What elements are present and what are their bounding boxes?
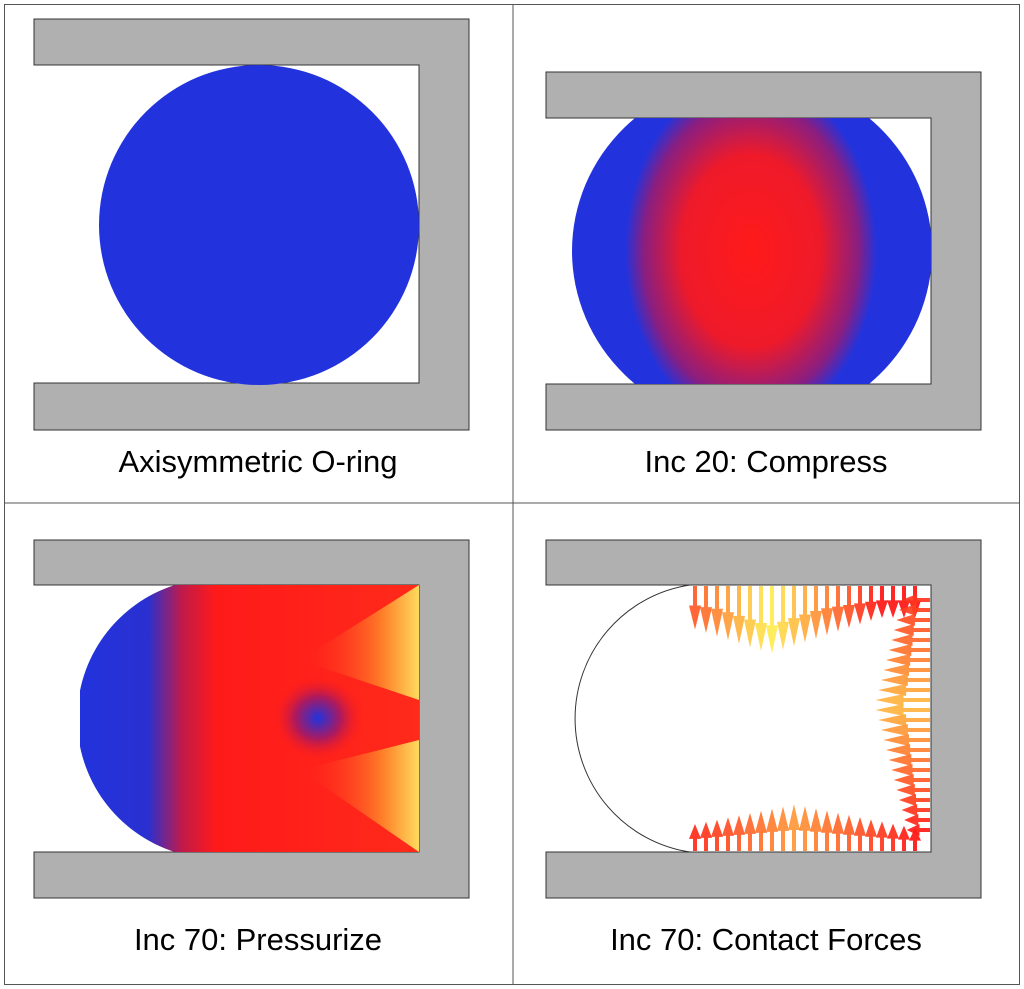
force-arrow <box>700 821 712 851</box>
o-ring-section <box>572 118 931 384</box>
force-arrow <box>901 594 930 606</box>
force-arrow <box>777 586 789 650</box>
force-arrow <box>898 586 910 618</box>
force-arrow <box>878 714 930 726</box>
force-arrow <box>843 814 855 851</box>
force-arrow <box>887 586 899 618</box>
force-arrow <box>755 586 767 652</box>
force-arrow <box>843 586 855 629</box>
force-arrow <box>788 586 800 647</box>
o-ring-section <box>99 65 419 385</box>
caption-panel-1: Axisymmetric O-ring <box>118 444 398 479</box>
force-arrow <box>898 604 930 616</box>
force-arrow <box>906 824 930 836</box>
caption-panel-3: Inc 70: Pressurize <box>133 922 383 957</box>
force-arrow <box>904 814 930 826</box>
force-arrow <box>888 644 930 656</box>
force-arrow <box>711 819 723 851</box>
force-arrow <box>766 586 778 654</box>
force-arrow <box>865 586 877 621</box>
force-arrow <box>854 586 866 625</box>
force-arrow <box>891 634 930 646</box>
gland-bracket <box>33 18 470 431</box>
o-ring-section <box>80 585 419 852</box>
force-arrow <box>909 828 921 851</box>
force-arrow <box>885 744 930 756</box>
panel-compressed <box>545 71 982 431</box>
force-arrow <box>810 586 822 639</box>
force-arrow <box>854 817 866 851</box>
force-arrow <box>887 823 899 851</box>
force-arrow <box>777 806 789 851</box>
force-arrow <box>893 624 930 636</box>
force-arrow <box>733 815 745 851</box>
force-arrow <box>832 812 844 851</box>
caption-panel-2: Inc 20: Compress <box>644 444 888 479</box>
force-arrow <box>722 817 734 851</box>
force-arrow <box>898 825 910 851</box>
force-arrow <box>755 810 767 851</box>
force-arrow <box>722 586 734 641</box>
contact-force-arrows <box>689 586 930 851</box>
force-arrow <box>832 586 844 632</box>
force-arrow <box>733 586 745 644</box>
caption-panel-4: Inc 70: Contact Forces <box>610 922 922 957</box>
force-arrow <box>711 586 723 637</box>
force-arrow <box>700 586 712 634</box>
force-arrow <box>689 586 701 630</box>
force-arrow <box>883 664 930 676</box>
force-arrow <box>788 804 800 851</box>
force-arrow <box>799 586 811 643</box>
force-arrow <box>896 784 930 796</box>
force-arrow <box>865 819 877 851</box>
force-arrow <box>876 821 888 851</box>
force-arrow <box>878 684 930 696</box>
force-arrow <box>875 704 930 716</box>
force-arrow <box>896 614 930 626</box>
force-arrow <box>885 654 930 666</box>
force-arrow <box>883 734 930 746</box>
force-arrow <box>821 810 833 851</box>
force-arrow <box>821 586 833 636</box>
force-arrow <box>876 586 888 618</box>
force-arrow <box>766 808 778 851</box>
force-arrow <box>810 808 822 851</box>
force-arrow <box>893 774 930 786</box>
force-arrow <box>901 804 930 816</box>
force-arrow <box>891 764 930 776</box>
force-arrow <box>898 794 930 806</box>
panel-contact-forces <box>545 539 982 899</box>
outer-border <box>4 4 1020 985</box>
force-arrow <box>880 724 930 736</box>
force-arrow <box>689 824 701 851</box>
o-ring-outline <box>574 584 691 853</box>
force-arrow <box>744 813 756 851</box>
force-arrow <box>799 806 811 851</box>
force-arrow <box>888 754 930 766</box>
panel-pressurized <box>33 539 470 899</box>
gland-bracket <box>33 539 470 899</box>
force-arrow <box>744 586 756 648</box>
gland-bracket <box>545 539 982 899</box>
force-arrow <box>875 694 930 706</box>
force-arrow <box>880 674 930 686</box>
panel-undeformed <box>33 18 470 431</box>
